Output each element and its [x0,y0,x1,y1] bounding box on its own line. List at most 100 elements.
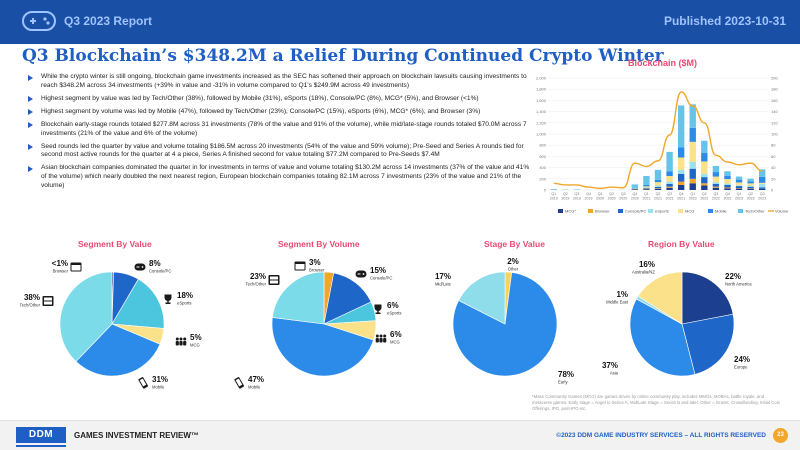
slice-label: Mid/Late [435,282,452,287]
x-tick-label: 2023 [758,197,766,201]
x-tick-label: Q2 [656,192,661,196]
bar-segment [643,184,650,187]
icon-part [183,341,187,346]
legend-swatch [588,209,593,213]
x-tick-label: 2020 [619,197,627,201]
icon-part [295,264,305,270]
icon-part [270,276,278,280]
icon-part [375,334,379,338]
bar-segment [631,189,639,190]
slice-value: 3% [309,258,321,267]
icon-part [375,338,379,343]
bar-segment [666,186,673,188]
region-value-title: Region By Value [648,239,715,249]
x-tick-label: Q3 [713,192,718,196]
pie-slice [111,278,165,329]
slice-value: 22% [725,272,741,281]
legend-swatch [708,209,713,213]
bar-segment [701,153,708,162]
segment-volume-pie: 3%Browser 15%Console/PC6%eSports6%MCG47%M… [234,258,402,390]
ddm-logo: DDM [16,427,66,443]
slice-value: 15% [370,266,386,275]
logo-rule [16,445,66,447]
y2-tick-label: 80 [771,143,776,148]
y2-tick-label: 20 [771,176,776,181]
x-tick-label: Q3 [667,192,672,196]
x-tick-label: Q1 [737,192,742,196]
legend-swatch [558,209,563,213]
bar-segment [724,184,731,188]
legend-swatch [618,209,623,213]
x-tick-label: Q2 [748,192,753,196]
icon-part [165,302,171,304]
browser-icon [70,262,82,272]
console-icon [355,270,367,278]
segment-volume-title: Segment By Volume [278,239,360,249]
bar-segment [701,161,708,174]
bar-segment [735,188,743,189]
y2-tick-label: 140 [771,109,778,114]
y-tick-label: 1,000 [536,132,547,137]
trophy-icon [374,304,382,314]
bar-segment [712,165,720,173]
bar-segment [666,183,673,187]
x-tick-label: Q4 [679,192,684,196]
pie-slice [637,271,683,325]
bar-segment [759,188,766,190]
x-tick-label: Q2 [609,192,614,196]
legend-label: Mobile [715,209,728,214]
slice-value: 2% [507,257,519,266]
bar-segment [677,105,685,148]
slice-label: Tech/Other [246,282,267,287]
x-tick-label: 2020 [608,197,616,201]
slice-label: Other [508,267,519,272]
bar-segment [654,169,662,180]
slice-value: 18% [177,291,193,300]
x-tick-label: 2023 [735,197,743,201]
icon-part [375,312,381,314]
bar-segment [654,186,662,189]
bar-segment [747,188,754,190]
slice-value: 16% [639,260,655,269]
bar-segment [759,183,766,188]
bar-segment [654,188,662,189]
bar-segment [735,188,743,190]
slice-label: Mobile [248,385,261,390]
x-tick-label: 2021 [677,197,685,201]
published-date: Published 2023-10-31 [663,14,786,28]
y2-tick-label: 40 [771,165,776,170]
bar-segment [701,173,708,178]
stage-value-title: Stage By Value [484,239,545,249]
stage-value-pie: 2%Other 78%Early 17%Mid/Late [435,257,574,385]
bar-segment [666,171,673,176]
bar-segment [666,151,673,172]
slice-label: Console/PC [370,276,392,281]
bar-segment [677,184,685,190]
pie-slice [629,298,696,377]
bullet-item: Seed rounds led the quarter by value and… [28,143,533,161]
x-tick-label: 2019 [550,197,558,201]
y2-tick-label: 100 [771,132,778,137]
bullet-item: Highest segment by volume was led by Mob… [28,108,533,117]
slice-label: Asia [610,371,619,376]
bar-segment [689,178,696,184]
legend-swatch [648,209,653,213]
bar-segment [689,104,696,128]
legend-label: Tech/Other [745,209,765,214]
y-tick-label: 200 [539,176,546,181]
bar-segment [724,175,731,180]
slice-value: 5% [190,333,202,342]
bar-segment [631,187,639,189]
icon-part [377,310,379,313]
y-tick-label: 800 [539,143,546,148]
icon-part [175,337,179,341]
bar-segment [677,147,685,158]
icon-part [379,334,383,338]
page-number: 23 [773,428,788,443]
bar-segment [712,186,720,188]
icon-part [355,270,367,278]
slice-label: Middle East [606,300,629,305]
y-tick-label: 0 [544,188,547,193]
legend-label: MCG* [565,209,576,214]
pie-slice [75,323,161,377]
